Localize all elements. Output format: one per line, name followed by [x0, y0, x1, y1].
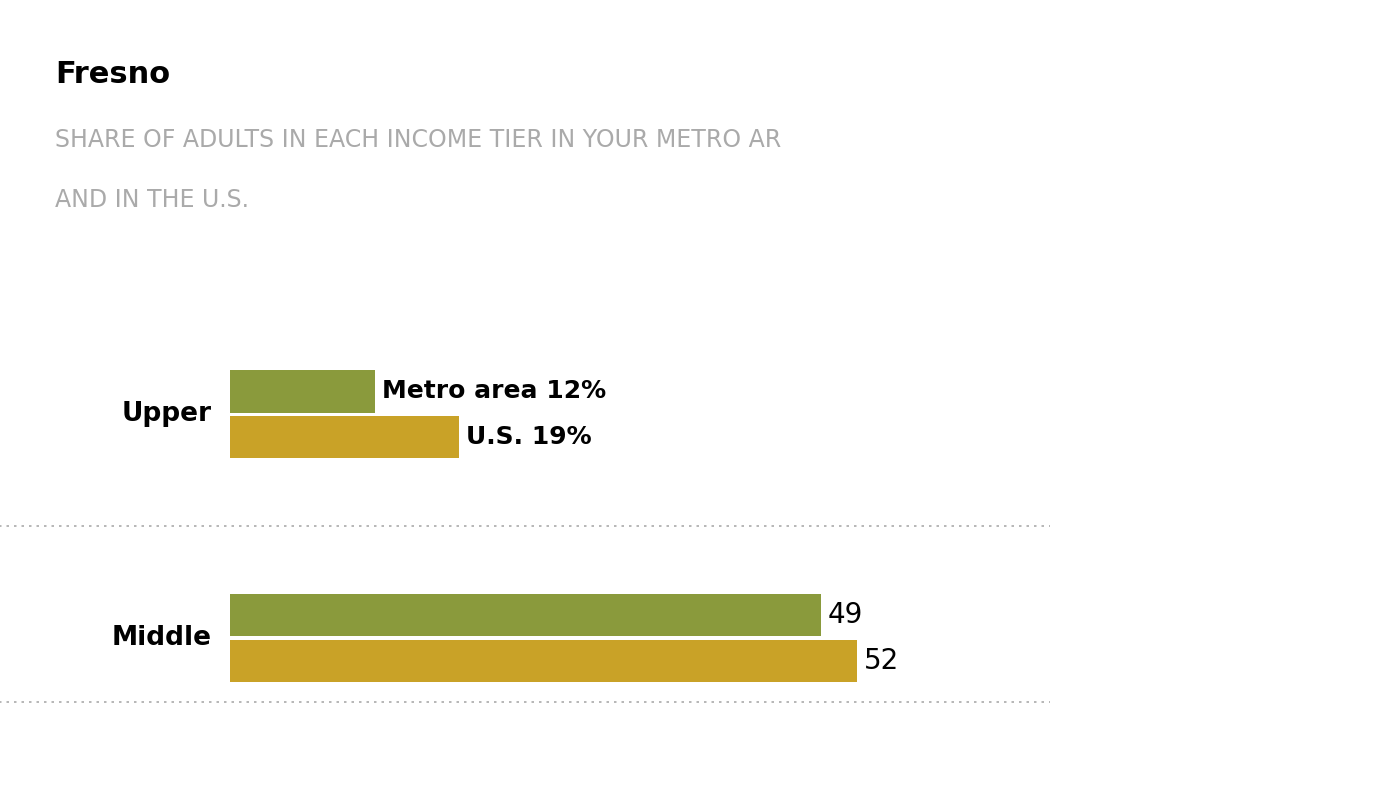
Text: Metro area 12%: Metro area 12%: [382, 380, 606, 403]
Text: AND IN THE U.S.: AND IN THE U.S.: [55, 188, 249, 212]
Text: SHARE OF ADULTS IN EACH INCOME TIER IN YOUR METRO AR: SHARE OF ADULTS IN EACH INCOME TIER IN Y…: [55, 128, 781, 152]
Bar: [230, 640, 857, 682]
Bar: [230, 594, 820, 637]
Text: Fresno: Fresno: [55, 60, 171, 89]
Text: Upper: Upper: [122, 402, 211, 428]
Text: 52: 52: [864, 647, 900, 675]
Bar: [230, 370, 375, 413]
Text: 49: 49: [829, 601, 864, 629]
Text: Middle: Middle: [112, 625, 211, 651]
Text: U.S. 19%: U.S. 19%: [466, 425, 592, 449]
Bar: [230, 416, 459, 458]
